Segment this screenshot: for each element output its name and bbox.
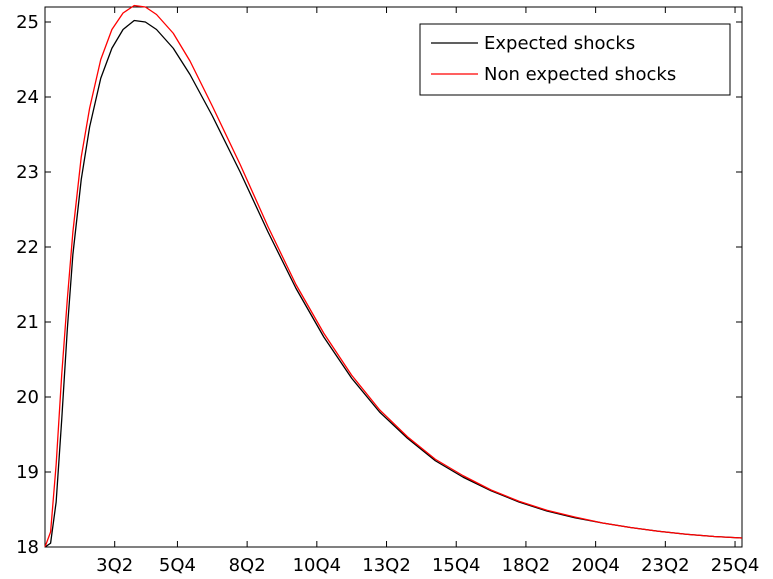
y-tick-label-5: 23 [16, 162, 39, 183]
x-tick-label-4: 13Q2 [362, 555, 411, 576]
y-tick-label-0: 18 [16, 537, 39, 558]
y-tick-label-1: 19 [16, 462, 39, 483]
x-tick-label-3: 10Q4 [293, 555, 342, 576]
y-tick-label-3: 21 [16, 312, 39, 333]
x-tick-label-8: 23Q2 [641, 555, 690, 576]
x-tick-label-1: 5Q4 [159, 555, 196, 576]
x-tick-label-0: 3Q2 [96, 555, 133, 576]
x-tick-label-6: 18Q2 [502, 555, 551, 576]
y-tick-label-2: 20 [16, 387, 39, 408]
legend: Expected shocks Non expected shocks [419, 23, 731, 96]
legend-box [419, 23, 731, 96]
x-tick-label-9: 25Q4 [711, 555, 760, 576]
y-tick-label-6: 24 [16, 87, 39, 108]
series-line-1 [44, 4, 743, 548]
legend-label-non-expected-shocks: Non expected shocks [484, 64, 676, 85]
x-tick-label-7: 20Q4 [571, 555, 620, 576]
x-tick-label-2: 8Q2 [229, 555, 266, 576]
plot-area [44, 6, 743, 548]
legend-label-expected-shocks: Expected shocks [484, 33, 635, 54]
x-tick-label-5: 15Q4 [432, 555, 481, 576]
y-tick-label-4: 22 [16, 237, 39, 258]
series-layer [44, 4, 743, 548]
y-tick-label-7: 25 [16, 12, 39, 33]
ticks-layer: 18 19 20 21 22 23 24 25 3Q2 5Q4 8Q2 10Q4 13Q2 15Q4 18Q… [16, 7, 759, 576]
